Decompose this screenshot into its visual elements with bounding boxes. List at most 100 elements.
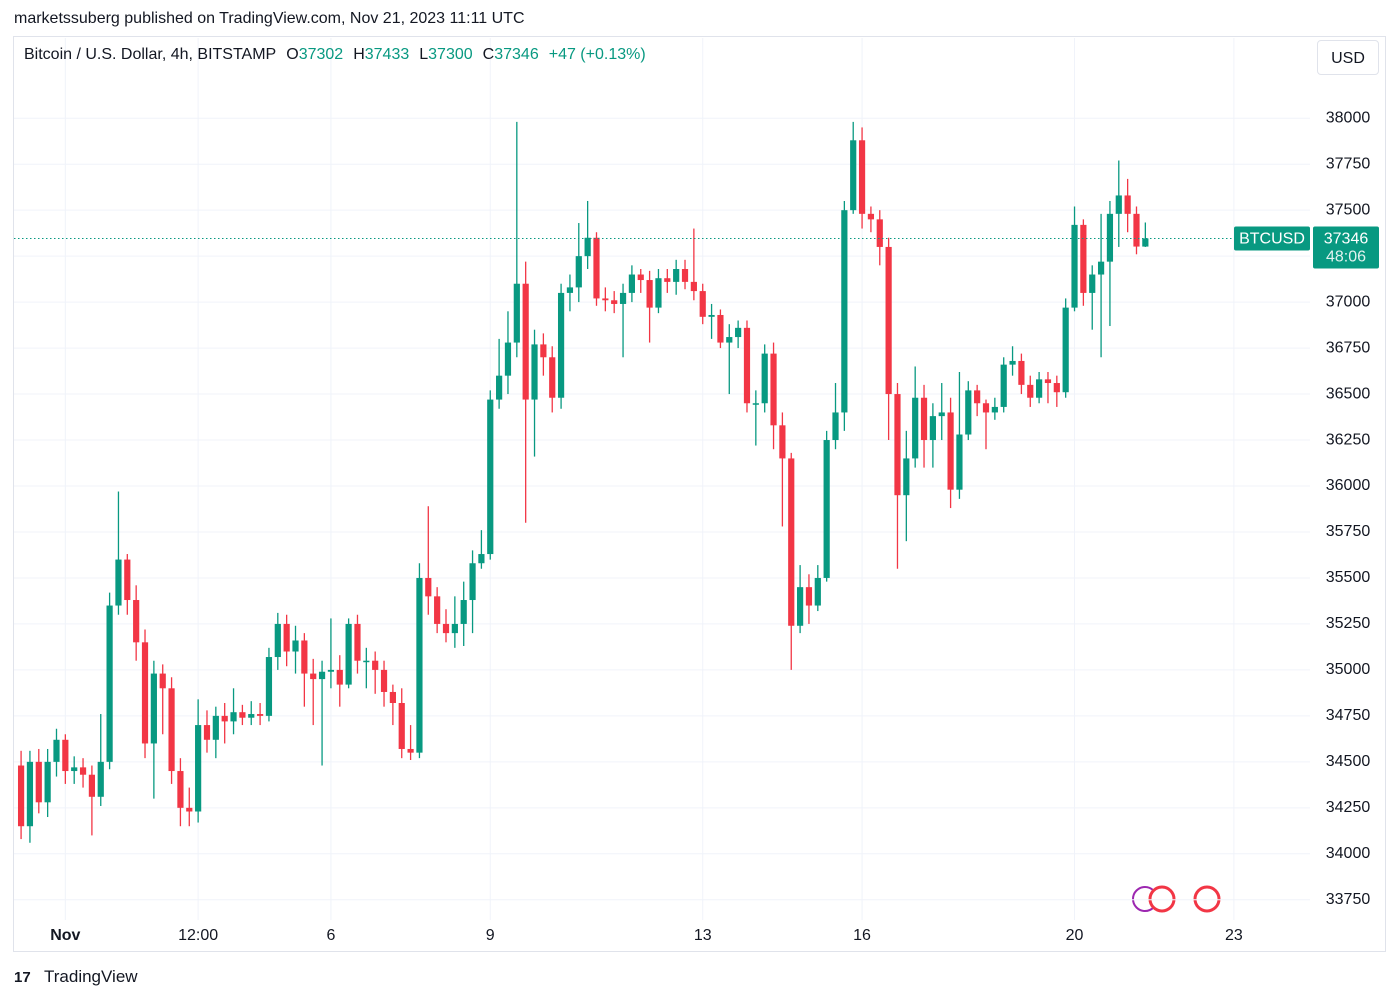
candle-body	[442, 623, 450, 634]
y-tick-label: 33750	[1326, 891, 1371, 908]
candle-body	[619, 292, 627, 304]
ohlc-value: 37300	[428, 46, 473, 63]
candle-body	[903, 458, 910, 496]
candle-body	[974, 390, 981, 404]
candle-body	[929, 416, 936, 441]
event-icon[interactable]	[1148, 885, 1176, 913]
candle-body	[805, 587, 813, 606]
x-tick-label: 12:00	[178, 927, 218, 944]
candle-body	[469, 563, 476, 601]
candle-body	[141, 642, 149, 744]
candle-body	[71, 767, 78, 772]
x-tick-label: 23	[1225, 927, 1243, 944]
change-label: +47 (+0.13%)	[548, 46, 646, 63]
candle-body	[248, 714, 255, 718]
candle-body	[1027, 384, 1034, 398]
candle-body	[133, 600, 140, 643]
candle-body	[230, 712, 237, 722]
candle-body	[310, 673, 317, 680]
candle-body	[867, 213, 875, 220]
candle-body	[1053, 383, 1060, 393]
ohlc-label: H	[353, 46, 365, 63]
candle-body	[416, 577, 423, 753]
candle-body	[797, 587, 804, 626]
candle-body	[584, 237, 591, 257]
y-tick-label: 36000	[1326, 477, 1371, 494]
ohlc-value: 37433	[364, 46, 410, 63]
candle-body	[398, 703, 405, 749]
candle-body	[1106, 213, 1114, 262]
candle-body	[487, 399, 494, 555]
candle-body	[557, 292, 565, 398]
y-tick-label: 37000	[1326, 293, 1371, 310]
candle-body	[1124, 195, 1131, 214]
candle-body	[540, 344, 547, 358]
candle-body	[1133, 213, 1140, 247]
attribution: marketssuberg published on TradingView.c…	[14, 10, 525, 27]
candle-body	[257, 714, 264, 716]
candle-body	[1097, 261, 1105, 275]
price-tag-box	[1313, 226, 1379, 269]
ohlc-label: O	[286, 46, 299, 63]
x-tick-label: 20	[1066, 927, 1084, 944]
currency-button[interactable]: USD	[1317, 40, 1379, 75]
candle-body	[53, 739, 60, 762]
candle-body	[637, 274, 644, 281]
candle-body	[1115, 195, 1122, 214]
candle-body	[504, 342, 512, 376]
candle-body	[876, 219, 883, 247]
ohlc-label: L	[419, 46, 429, 63]
candle-body	[380, 669, 388, 692]
countdown: 48:06	[1326, 249, 1366, 266]
candle-body	[1018, 360, 1025, 385]
y-tick-label: 36250	[1326, 431, 1371, 448]
candle-body	[823, 440, 830, 578]
candle-body	[779, 425, 786, 459]
candle-body	[681, 269, 689, 282]
candle-body	[318, 671, 326, 680]
candle-body	[982, 403, 990, 413]
candle-body	[735, 327, 742, 338]
candle-body	[549, 357, 556, 398]
candle-body	[150, 673, 157, 744]
candle-body	[611, 300, 618, 304]
candle-body	[460, 600, 467, 624]
candle-body	[283, 623, 290, 652]
y-tick-label: 34500	[1326, 753, 1371, 770]
candle-body	[1080, 224, 1087, 293]
candle-body	[106, 605, 113, 762]
x-tick-label: 16	[853, 927, 871, 944]
candle-body	[673, 269, 680, 282]
candle-body	[655, 278, 662, 308]
candle-body	[912, 397, 919, 459]
candle-body	[770, 353, 777, 426]
candle-body	[425, 577, 432, 597]
candle-body	[938, 412, 945, 417]
candle-body	[991, 406, 998, 413]
candle-body	[1044, 379, 1052, 384]
event-icon[interactable]	[1193, 885, 1221, 913]
candle-body	[88, 774, 95, 797]
candle-body	[708, 314, 715, 317]
candle-body	[327, 669, 335, 672]
candle-body	[97, 761, 104, 797]
logo-mark: 17	[14, 969, 31, 986]
ohlc-value: 37302	[298, 46, 344, 63]
candle-body	[35, 761, 42, 803]
footer-brand: TradingView	[44, 967, 138, 986]
candle-body	[850, 140, 857, 211]
candle-body	[965, 390, 972, 435]
ohlc-value: 37346	[494, 46, 539, 63]
candle-body	[664, 278, 671, 282]
candle-body	[628, 274, 635, 293]
candle-body	[212, 715, 219, 740]
candle-body	[699, 291, 706, 317]
candle-body	[841, 210, 848, 413]
candle-body	[947, 412, 954, 490]
candle-body	[274, 623, 281, 658]
symbol-tag: BTCUSD	[1239, 231, 1305, 248]
candle-body	[195, 725, 202, 812]
candle-body	[717, 314, 724, 343]
candle-body	[478, 554, 485, 564]
